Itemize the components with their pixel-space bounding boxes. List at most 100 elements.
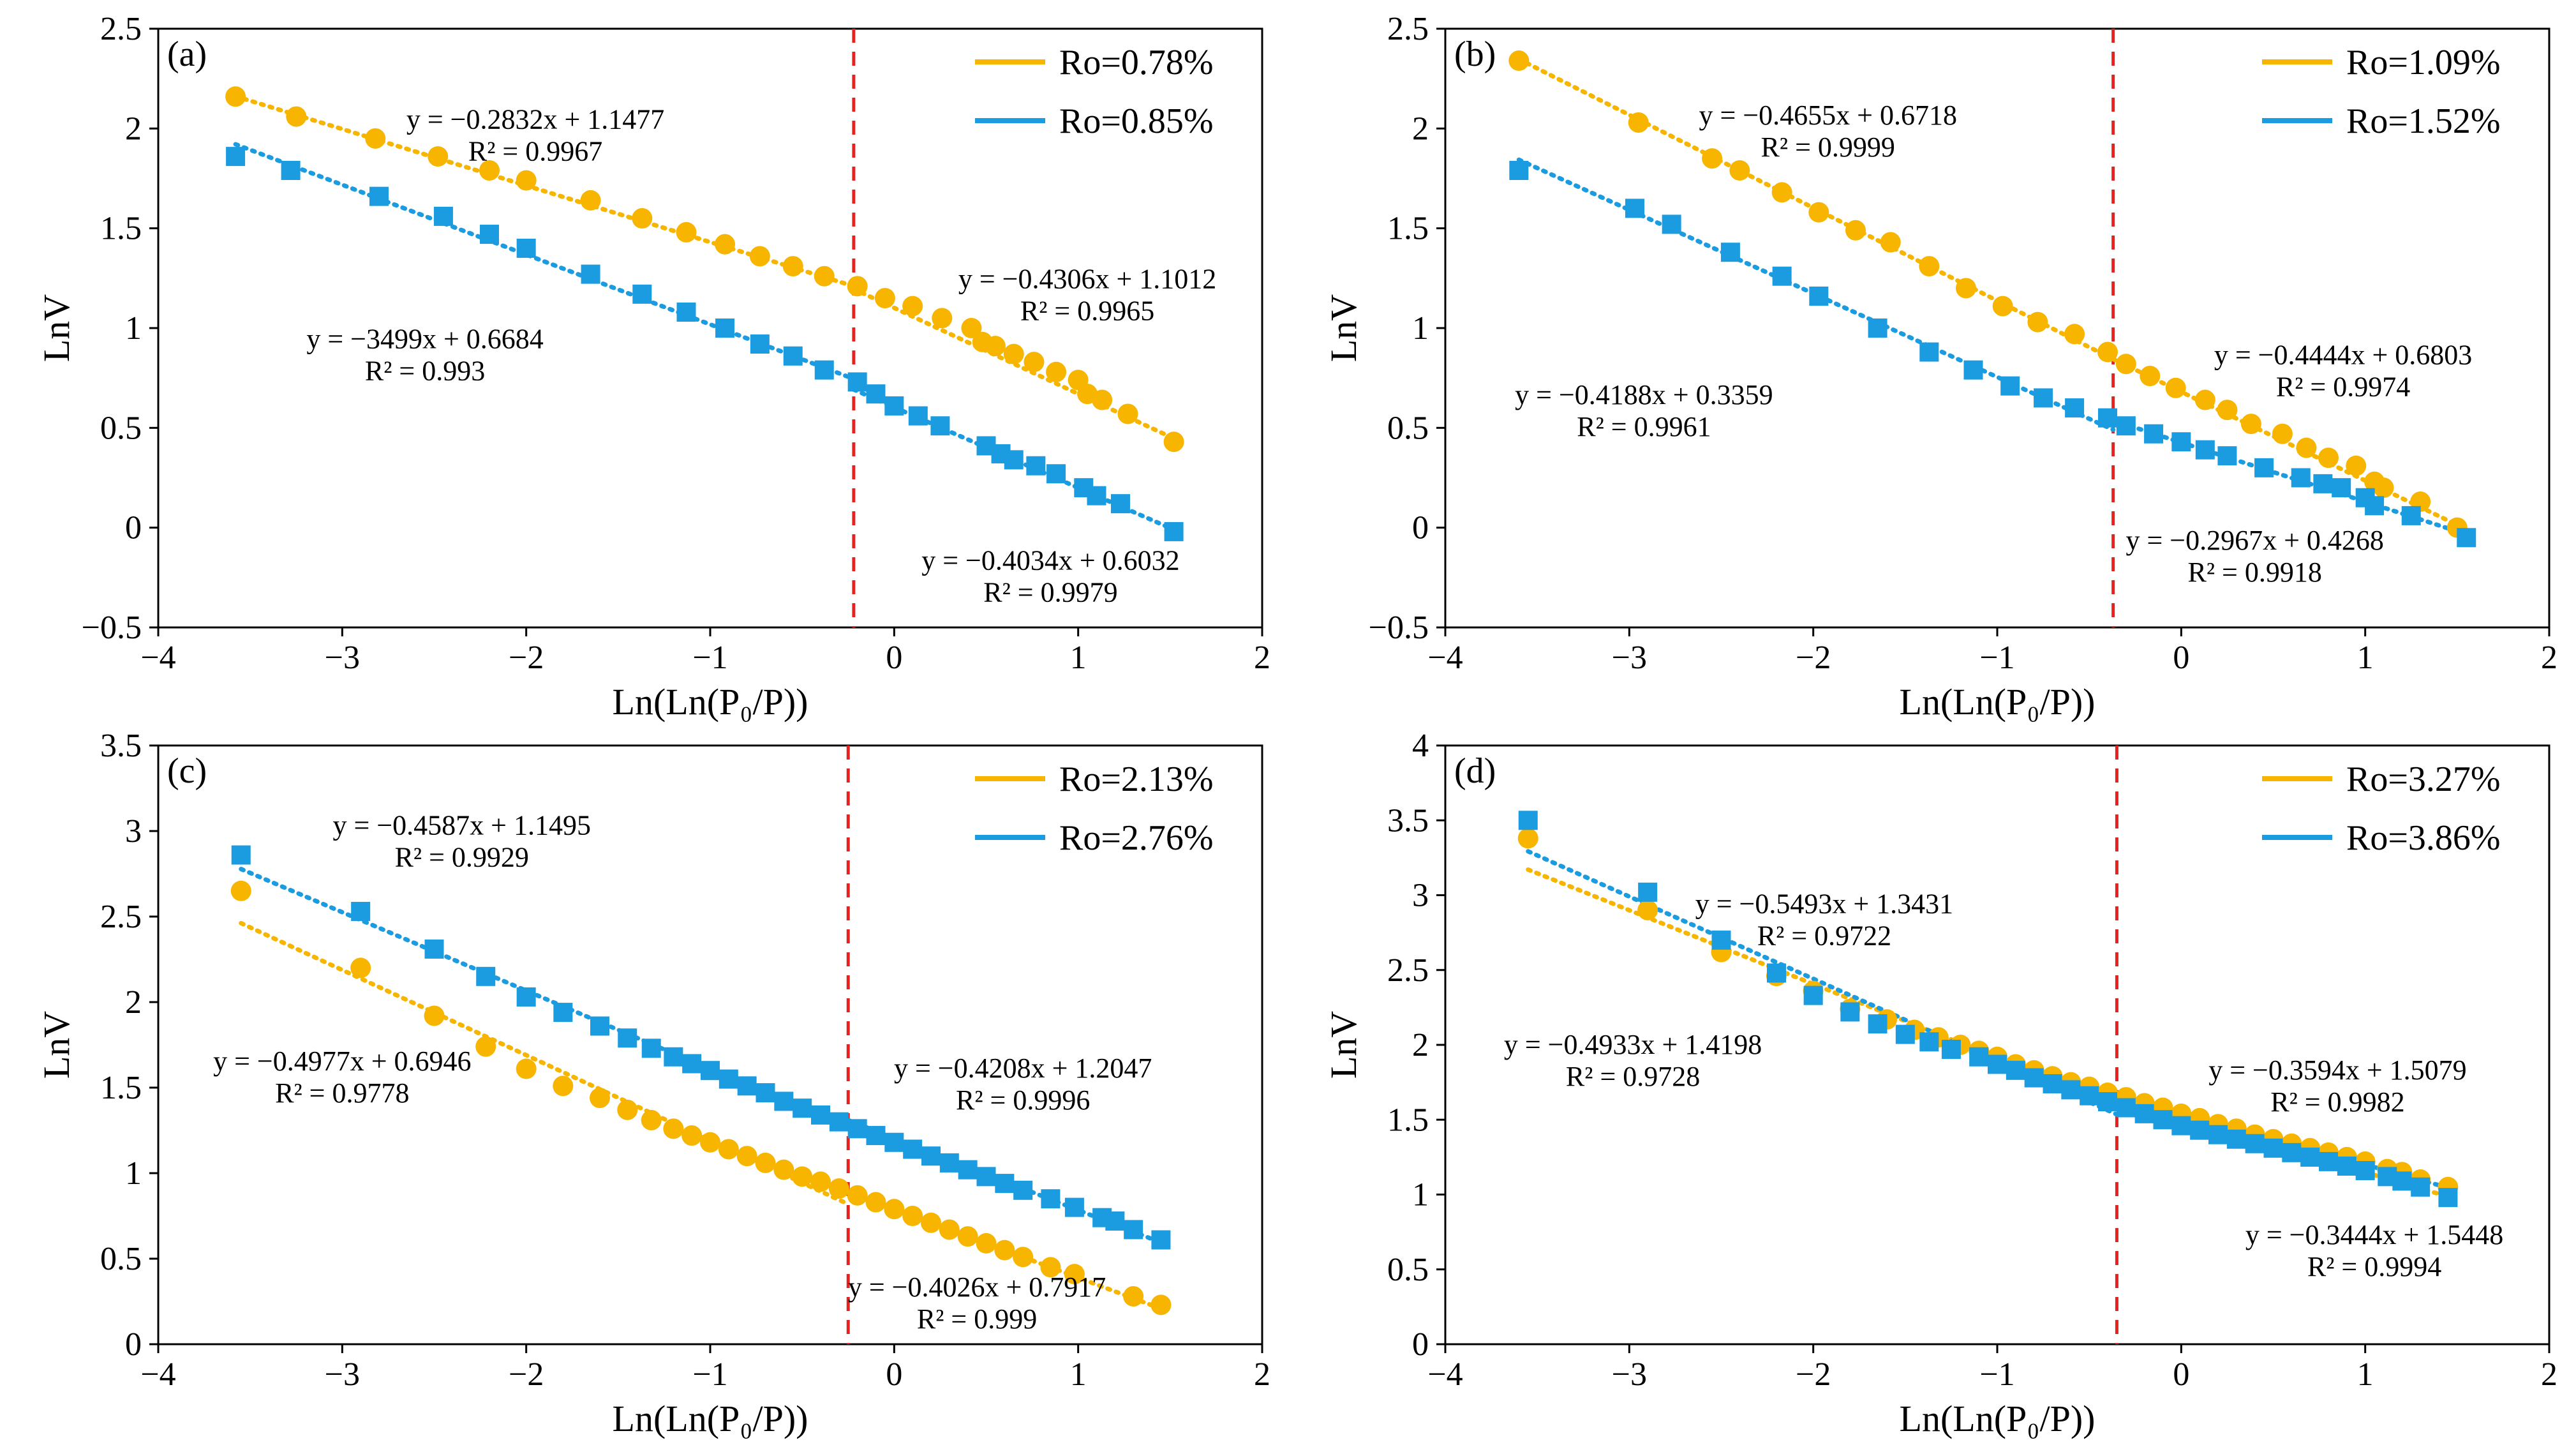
data-point-square — [281, 160, 301, 180]
data-point-square — [847, 1119, 867, 1139]
data-point-circle — [902, 1206, 923, 1226]
data-point-square — [433, 206, 453, 226]
data-point-square — [2080, 1086, 2099, 1105]
y-tick-label: 2 — [1412, 1027, 1429, 1063]
data-point-circle — [1117, 403, 1138, 424]
data-point-circle — [1992, 296, 2013, 317]
data-point-circle — [961, 318, 982, 338]
data-point-square — [2116, 416, 2136, 436]
data-point-square — [2313, 474, 2333, 493]
fit-r-squared: R² = 0.9994 — [2307, 1251, 2441, 1282]
x-axis-title: Ln(Ln(P₀/P)) — [613, 1398, 808, 1439]
fit-r-squared: R² = 0.9974 — [2276, 371, 2410, 402]
x-tick-label: −2 — [1796, 1356, 1831, 1393]
data-point-square — [908, 406, 928, 426]
data-point-square — [2401, 506, 2421, 525]
y-tick-label: 0 — [125, 510, 142, 546]
data-point-square — [1638, 882, 1658, 902]
data-point-square — [2217, 446, 2237, 466]
data-point-circle — [590, 1088, 610, 1109]
data-point-square — [1013, 1180, 1033, 1200]
data-point-circle — [1845, 220, 1866, 241]
data-point-circle — [932, 308, 953, 329]
data-point-square — [1988, 1054, 2007, 1074]
y-tick-label: 0 — [125, 1326, 142, 1363]
data-point-circle — [1880, 232, 1901, 253]
data-point-circle — [1003, 343, 1024, 364]
data-point-square — [903, 1139, 923, 1159]
fit-r-squared: R² = 0.9961 — [1577, 411, 1711, 442]
data-point-circle — [1517, 828, 1538, 849]
panel-label: (a) — [167, 34, 207, 74]
data-point-square — [1840, 1002, 1860, 1022]
data-point-square — [2065, 398, 2085, 418]
x-tick-label: −4 — [140, 640, 175, 676]
y-tick-label: 1 — [125, 310, 142, 347]
fit-r-squared: R² = 0.9722 — [1757, 920, 1891, 952]
data-point-square — [976, 1167, 996, 1187]
data-point-square — [2291, 468, 2311, 488]
fit-r-squared: R² = 0.993 — [365, 355, 485, 386]
data-point-circle — [1771, 182, 1792, 203]
x-tick-label: 0 — [2173, 1356, 2189, 1393]
data-point-square — [2153, 1110, 2173, 1130]
fit-r-squared: R² = 0.9778 — [275, 1077, 409, 1109]
x-tick-label: −2 — [509, 640, 544, 676]
data-point-circle — [1013, 1247, 1034, 1268]
data-point-square — [2171, 432, 2191, 452]
y-tick-label: 1.5 — [1387, 1102, 1429, 1138]
data-point-square — [226, 147, 246, 167]
data-point-circle — [2373, 477, 2394, 498]
data-point-circle — [681, 1125, 703, 1146]
data-point-circle — [350, 957, 371, 978]
data-point-square — [930, 416, 950, 436]
data-point-circle — [994, 1240, 1015, 1261]
data-point-circle — [2064, 324, 2085, 345]
panel-b: −4 −3 −2 −1 0 1 2 −0.5 0 0.5 1 1.5 2 2.5 Ln(Ln(P₀/P)) L… — [1323, 11, 2557, 723]
data-point-square — [632, 284, 652, 304]
data-point-square — [1868, 1014, 1887, 1034]
data-point-square — [1767, 963, 1786, 983]
data-point-square — [958, 1160, 978, 1180]
fit-equation: y = −0.2832x + 1.1477 — [406, 103, 664, 135]
x-tick-label: 2 — [2541, 1356, 2557, 1393]
data-point-square — [231, 845, 251, 865]
y-tick-label: 0.5 — [100, 410, 142, 446]
fit-equation: y = −0.4587x + 1.1495 — [333, 809, 591, 841]
panel-c: −4 −3 −2 −1 0 1 2 0 0.5 1 1.5 2 2.5 3 3.5 Ln(Ln(P₀/P)) L… — [36, 728, 1270, 1439]
fit-equation: y = −0.4933x + 1.4198 — [1504, 1029, 1762, 1060]
data-point-circle — [225, 86, 246, 107]
data-point-square — [2438, 1188, 2458, 1208]
data-point-square — [1720, 243, 1740, 262]
data-point-square — [2300, 1147, 2320, 1167]
data-point-square — [1772, 266, 1792, 286]
fit-r-squared: R² = 0.9967 — [468, 135, 602, 167]
panel-a: −4 −3 −2 −1 0 1 2 −0.5 0 0.5 1 1.5 2 2.5 Ln(Ln(P₀/P)) L… — [36, 11, 1270, 723]
data-point-square — [939, 1153, 959, 1173]
fit-equation: y = −0.4977x + 0.6946 — [213, 1046, 471, 1077]
data-point-circle — [230, 880, 251, 901]
y-tick-label: 1 — [1412, 1177, 1429, 1213]
data-point-circle — [2194, 389, 2215, 410]
data-point-square — [1803, 986, 1823, 1005]
data-point-square — [1941, 1040, 1961, 1060]
data-point-square — [2254, 458, 2274, 477]
trend-line — [239, 867, 851, 1130]
data-point-square — [2024, 1068, 2044, 1088]
data-point-circle — [847, 276, 868, 297]
data-point-circle — [424, 1005, 445, 1026]
data-point-circle — [736, 1146, 757, 1167]
y-tick-label: 3 — [1412, 878, 1429, 914]
data-point-square — [701, 1061, 720, 1081]
x-tick-label: −3 — [1612, 640, 1647, 676]
y-tick-label: 2 — [125, 110, 142, 147]
x-tick-label: −2 — [509, 1356, 544, 1393]
y-axis-title: LnV — [36, 1011, 77, 1079]
x-tick-label: 2 — [2541, 640, 2557, 676]
data-point-square — [1809, 286, 1829, 306]
data-point-circle — [2296, 437, 2317, 458]
trend-line — [851, 387, 1177, 532]
data-point-circle — [2318, 447, 2339, 468]
x-tick-label: 0 — [886, 1356, 902, 1393]
